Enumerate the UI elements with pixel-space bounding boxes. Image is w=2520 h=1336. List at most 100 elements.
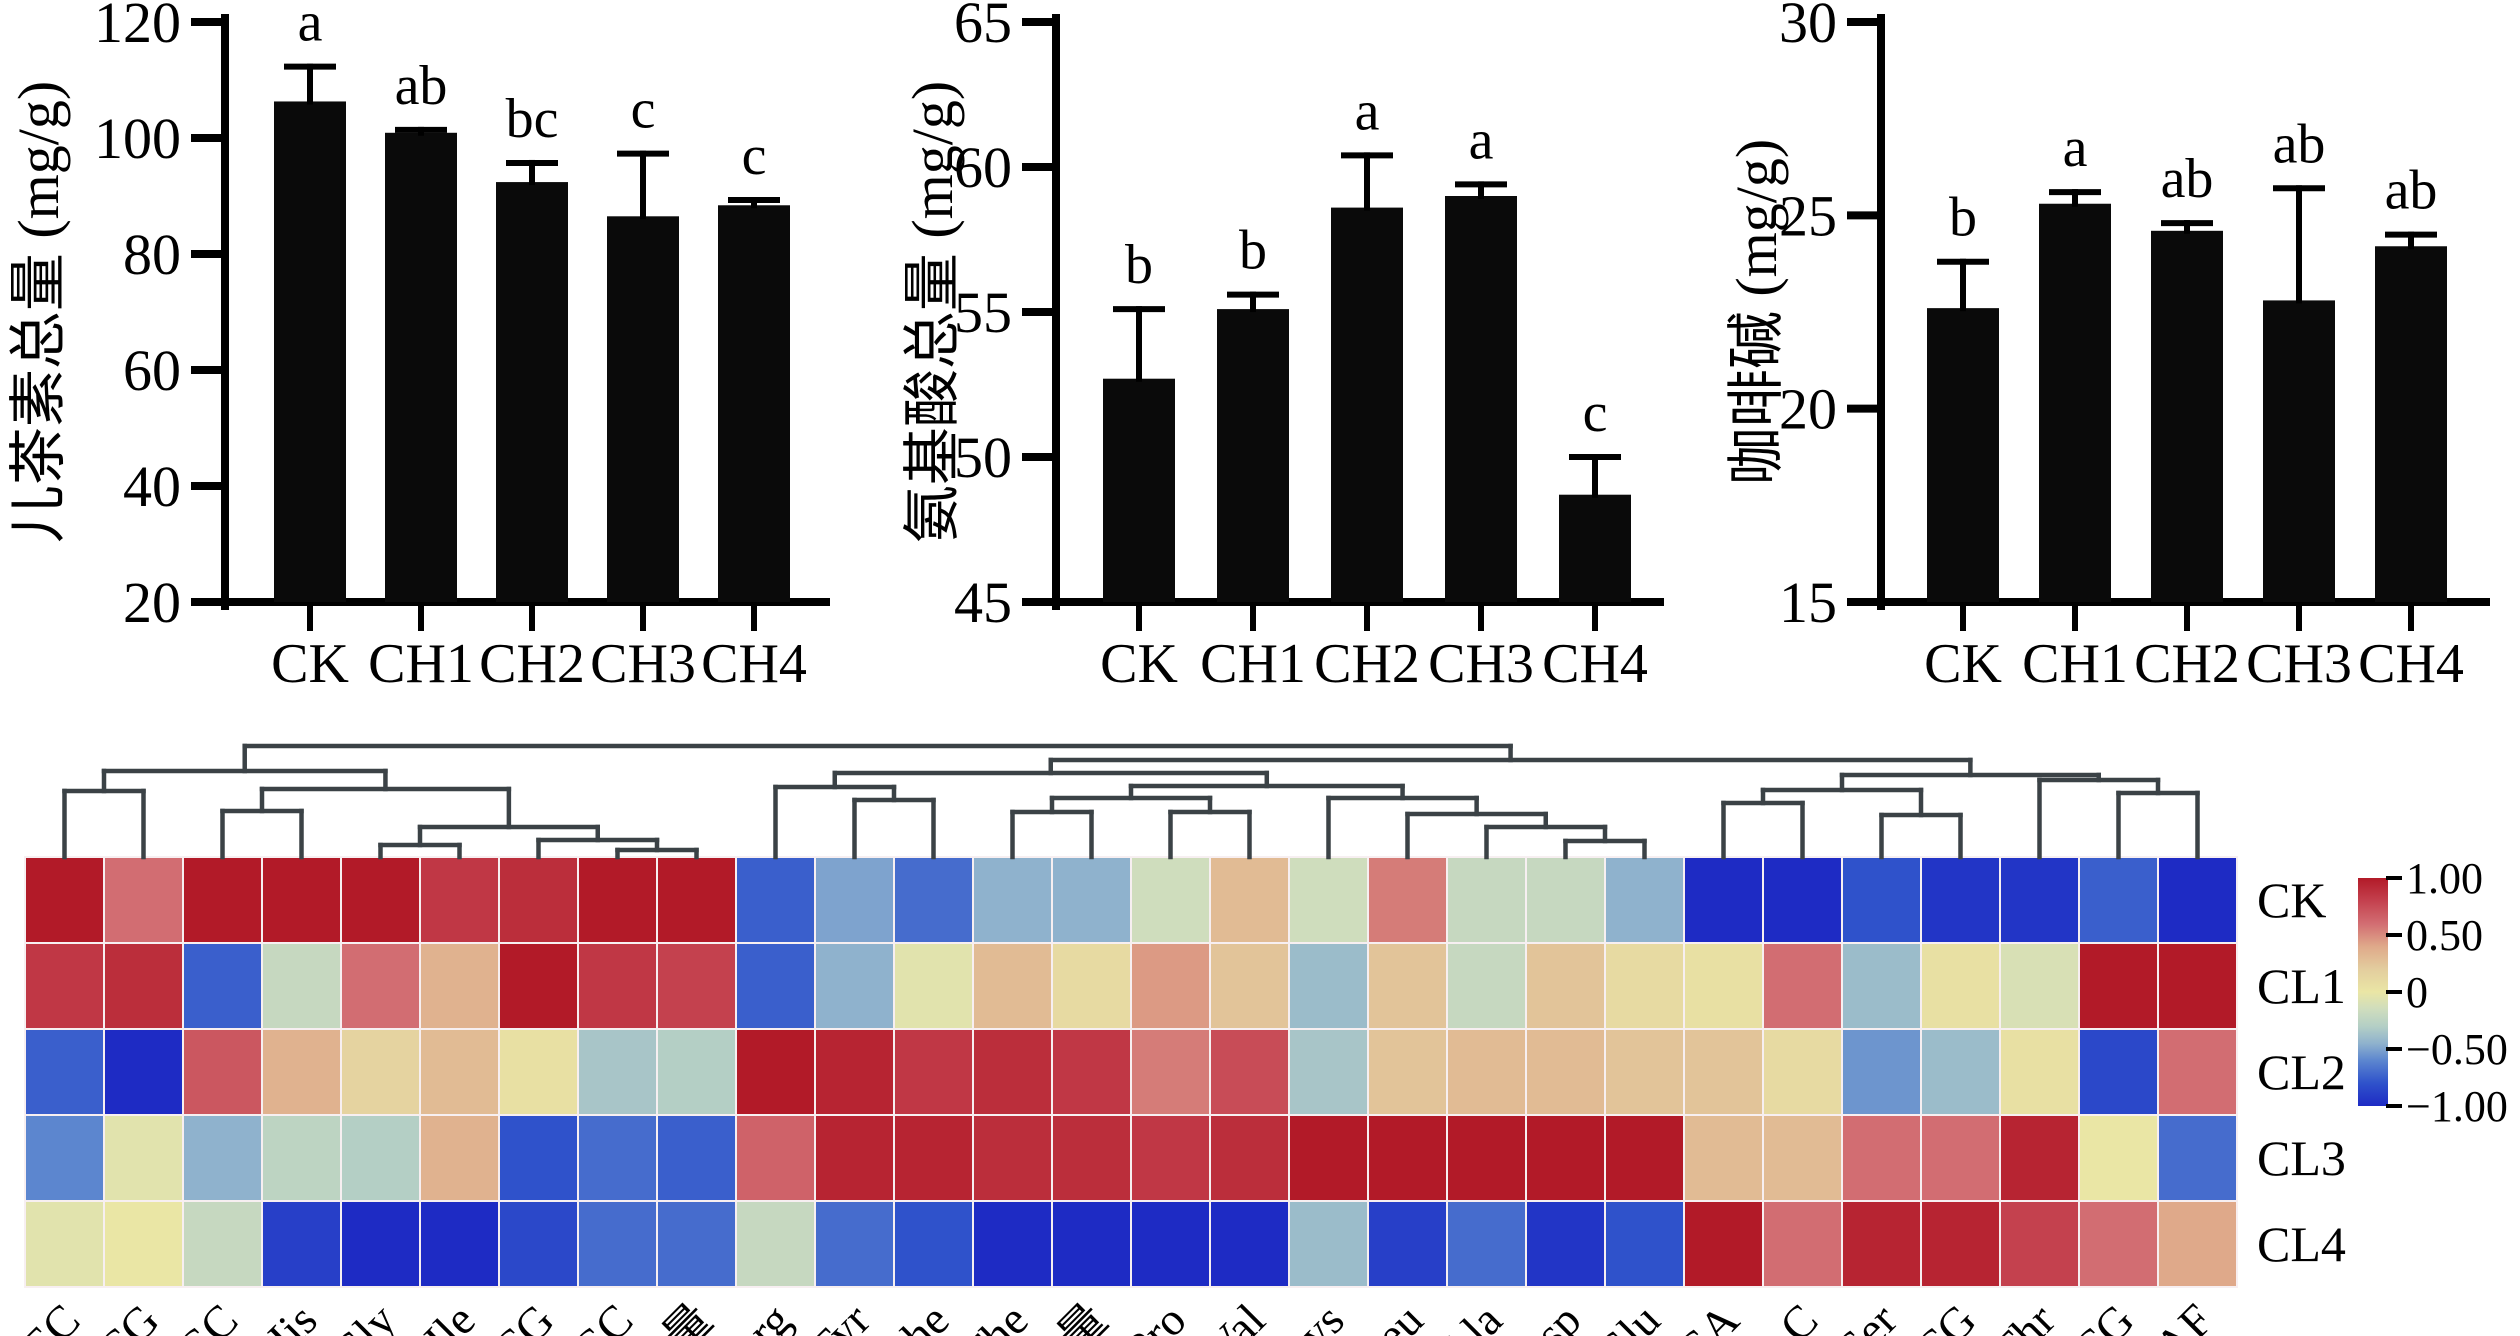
heatmap-cell-CL3-CAF (2157, 1114, 2238, 1202)
heatmap-cell-CL2-GCG (1920, 1028, 2001, 1116)
heatmap-col-label: His (245, 1294, 326, 1336)
heatmap-cell-CL3-Phe (893, 1114, 974, 1202)
heatmap-cell-CK-EGCG (498, 856, 579, 944)
bar-CH4 (2375, 246, 2447, 602)
heatmap-cell-CL4-ECG (2078, 1200, 2159, 1288)
bar-chart-caffeine: 15 20 25 30 咖啡碱 (mg/g) b CK a CH1 ab CH2 ab CH3 ab CH4 (1724, 0, 2490, 695)
heatmap-cell-CL1-GA (1683, 942, 1764, 1030)
x-category-label: CH2 (1314, 633, 1420, 695)
heatmap-cell-CL4-Tyr (814, 1200, 895, 1288)
heatmap-cell-CL4-EC (24, 1200, 105, 1288)
x-category-label: CH2 (479, 633, 585, 695)
heatmap-cell-CK-氨基酸总量 (1051, 856, 1132, 944)
heatmap-row-label: CL1 (2257, 958, 2346, 1014)
bar-CH2 (1331, 207, 1403, 602)
y-tick-label: 60 (954, 135, 1012, 200)
heatmap-cell-CL2-Val (1209, 1028, 1290, 1116)
heatmap-cell-CL1-氨基酸总量 (1051, 942, 1132, 1030)
heatmap-cell-CK-Tyr (814, 856, 895, 944)
heatmap-cell-CL1-Ile (419, 942, 500, 1030)
bar-CH4 (1559, 494, 1631, 602)
heatmap-cell-CL4-CAF (2157, 1200, 2238, 1288)
y-tick-label: 20 (123, 570, 181, 635)
sig-letter: a (1355, 80, 1380, 142)
heatmap-col-label: Lys (1271, 1294, 1354, 1336)
heatmap-cell-CL3-儿茶素总量 (656, 1114, 737, 1202)
heatmap-cell-CK-GCG (1920, 856, 2001, 944)
sig-letter: ab (2161, 148, 2214, 210)
heatmap-cell-CK-Lys (1288, 856, 1369, 944)
x-category-label: CH3 (2246, 633, 2352, 695)
heatmap-cell-CL4-Ala (1446, 1200, 1527, 1288)
heatmap-col-label: Asp (1502, 1294, 1590, 1336)
heatmap-cell-CL1-Ser (1841, 942, 1922, 1030)
x-category-label: CH4 (701, 633, 807, 695)
heatmap-cell-CL4-The (972, 1200, 1053, 1288)
y-axis-title: 氨基酸总量 (mg/g) (900, 81, 965, 543)
heatmap-cell-CL2-The (972, 1028, 1053, 1116)
heatmap-cell-CL4-Arg (735, 1200, 816, 1288)
heatmap-cell-CL4-CG (103, 1200, 184, 1288)
heatmap-cell-CL3-Ala (1446, 1114, 1527, 1202)
heatmap-cell-CK-Ile (419, 856, 500, 944)
x-category-label: CH1 (1200, 633, 1306, 695)
heatmap-cell-CL2-EGC (577, 1028, 658, 1116)
heatmap-col-label: Arg (715, 1294, 801, 1336)
bar-CK (1927, 308, 1999, 602)
y-tick-label: 15 (1779, 570, 1837, 635)
heatmap-col-label: Leu (1346, 1294, 1433, 1336)
heatmap-cell-CL3-Arg (735, 1114, 816, 1202)
heatmap-col-label: Ile (414, 1294, 484, 1336)
heatmap-cell-CL1-EGC (577, 942, 658, 1030)
heatmap-cell-CK-儿茶素总量 (656, 856, 737, 944)
bar-CH4 (718, 205, 790, 602)
heatmap-col-label: The (951, 1294, 1038, 1336)
heatmap-row-label: CL4 (2257, 1216, 2346, 1272)
heatmap-cell-CL1-GCG (1920, 942, 2001, 1030)
dendrogram (62, 743, 2200, 860)
sig-letter: c (1583, 382, 1608, 444)
heatmap-cell-CL4-Leu (1367, 1200, 1448, 1288)
heatmap-cell-CL3-Leu (1367, 1114, 1448, 1202)
bar-CH3 (1445, 196, 1517, 602)
sig-letter: ab (2385, 160, 2438, 222)
heatmap-cell-CL1-儿茶素总量 (656, 942, 737, 1030)
heatmap-cell-CK-Gly (340, 856, 421, 944)
heatmap-cell-CL1-Phe (893, 942, 974, 1030)
sig-letter: bc (506, 88, 559, 150)
sig-letter: a (298, 0, 323, 54)
heatmap-cell-CL4-Lys (1288, 1200, 1369, 1288)
heatmap-col-label: GA (1666, 1294, 1749, 1336)
heatmap-cell-CL3-氨基酸总量 (1051, 1114, 1132, 1202)
heatmap-cell-CK-EC (24, 856, 105, 944)
bar-CK (1103, 378, 1175, 602)
sig-letter: b (1239, 220, 1267, 282)
heatmap-cell-CL1-Thr (1999, 942, 2080, 1030)
x-category-label: CK (271, 633, 349, 695)
heatmap-cell-CK-Phe (893, 856, 974, 944)
heatmap-cell-CK-EGC (577, 856, 658, 944)
heatmap-col-label: Ser (1827, 1294, 1906, 1336)
heatmap-cell-CL2-Ser (1841, 1028, 1922, 1116)
x-category-label: CH1 (2022, 633, 2128, 695)
heatmap-cell-CL4-GC (182, 1200, 263, 1288)
y-tick-label: 40 (123, 454, 181, 519)
heatmap-cell-CL1-His (261, 942, 342, 1030)
heatmap-col-label: C (1770, 1294, 1828, 1336)
sig-letter: ab (2273, 113, 2326, 175)
heatmap-cell-CK-Val (1209, 856, 1290, 944)
heatmap-cell-CL2-Lys (1288, 1028, 1369, 1116)
heatmap-cell-CL1-Val (1209, 942, 1290, 1030)
heatmap-col-label: Pro (1114, 1294, 1195, 1336)
heatmap-cell-CL2-Tyr (814, 1028, 895, 1116)
heatmap-cell-CL3-Thr (1999, 1114, 2080, 1202)
heatmap-cell-CL4-Ser (1841, 1200, 1922, 1288)
heatmap-cell-CL2-氨基酸总量 (1051, 1028, 1132, 1116)
heatmap-cell-CL4-GCG (1920, 1200, 2001, 1288)
x-category-label: CH3 (590, 633, 696, 695)
colorbar: 1.00 0.50 0 −0.50 −1.00 (2358, 854, 2508, 1131)
heatmap-cell-CK-His (261, 856, 342, 944)
heatmap-cell-CL4-Thr (1999, 1200, 2080, 1288)
heatmap-cell-CK-Pro (1130, 856, 1211, 944)
